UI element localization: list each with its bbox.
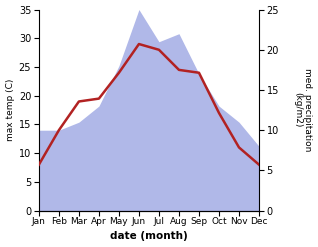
Y-axis label: max temp (C): max temp (C) bbox=[5, 79, 15, 141]
Y-axis label: med. precipitation
(kg/m2): med. precipitation (kg/m2) bbox=[293, 68, 313, 152]
X-axis label: date (month): date (month) bbox=[110, 231, 188, 242]
